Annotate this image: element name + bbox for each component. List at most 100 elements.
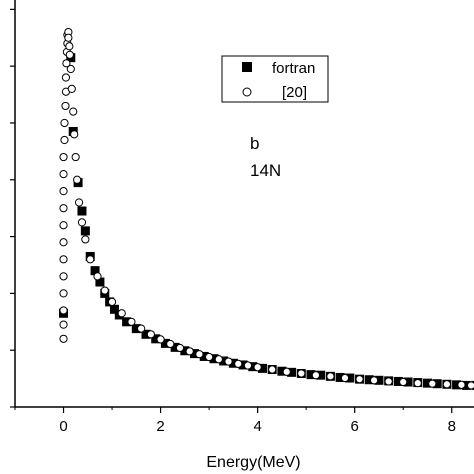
point-fortran bbox=[90, 266, 100, 276]
point-ref20 bbox=[59, 169, 68, 179]
point-ref20 bbox=[369, 376, 379, 385]
point-ref20 bbox=[326, 372, 335, 381]
point-ref20 bbox=[355, 375, 364, 384]
point-ref20 bbox=[59, 221, 68, 230]
point-ref20 bbox=[86, 255, 95, 264]
point-ref20 bbox=[384, 377, 393, 386]
point-ref20 bbox=[64, 33, 73, 42]
legend: fortran [20] bbox=[221, 55, 329, 103]
point-fortran bbox=[393, 376, 403, 386]
point-ref20 bbox=[253, 363, 262, 372]
legend-label-fortran: fortran bbox=[272, 60, 315, 77]
point-fortran bbox=[199, 351, 209, 361]
point-ref20 bbox=[457, 380, 466, 389]
point-fortran bbox=[80, 226, 90, 236]
point-ref20 bbox=[166, 339, 175, 349]
point-ref20 bbox=[107, 297, 117, 307]
point-ref20 bbox=[59, 320, 68, 329]
legend-box bbox=[221, 55, 329, 103]
x-tick-label: 6 bbox=[351, 418, 359, 435]
point-fortran bbox=[461, 380, 471, 390]
point-ref20 bbox=[175, 343, 185, 353]
point-fortran bbox=[180, 346, 190, 356]
point-ref20 bbox=[100, 286, 109, 295]
point-fortran bbox=[170, 342, 180, 352]
point-ref20 bbox=[467, 381, 474, 390]
point-fortran bbox=[403, 377, 413, 387]
point-ref20 bbox=[59, 238, 68, 247]
plot-marks bbox=[59, 27, 474, 390]
point-fortran bbox=[77, 206, 87, 216]
point-ref20 bbox=[81, 235, 90, 244]
point-ref20 bbox=[185, 347, 194, 356]
point-ref20 bbox=[74, 198, 84, 207]
point-ref20 bbox=[59, 306, 68, 315]
point-ref20 bbox=[59, 255, 68, 264]
point-fortran bbox=[335, 372, 345, 382]
point-ref20 bbox=[243, 361, 253, 370]
point-fortran bbox=[228, 358, 238, 368]
point-fortran bbox=[151, 334, 161, 344]
x-axis-title: Energy(MeV) bbox=[206, 454, 300, 471]
point-fortran bbox=[190, 349, 200, 359]
point-ref20 bbox=[268, 365, 277, 374]
point-fortran bbox=[364, 375, 374, 385]
point-fortran bbox=[257, 363, 267, 373]
point-ref20 bbox=[205, 352, 214, 362]
point-ref20 bbox=[413, 379, 422, 388]
point-ref20 bbox=[71, 152, 80, 162]
point-ref20 bbox=[311, 371, 320, 380]
point-ref20 bbox=[73, 175, 82, 184]
annotation-isotope: 14N bbox=[250, 161, 281, 180]
point-ref20 bbox=[62, 59, 71, 68]
point-ref20 bbox=[60, 135, 69, 145]
point-ref20 bbox=[59, 204, 68, 213]
point-ref20 bbox=[67, 84, 76, 93]
point-ref20 bbox=[65, 42, 74, 51]
legend-marker-fortran bbox=[242, 62, 252, 72]
point-ref20 bbox=[214, 355, 223, 364]
point-fortran bbox=[141, 329, 151, 339]
x-tick-label: 2 bbox=[156, 418, 164, 435]
point-ref20 bbox=[297, 369, 306, 378]
point-fortran bbox=[452, 380, 462, 390]
point-ref20 bbox=[69, 107, 78, 116]
point-fortran bbox=[238, 360, 248, 370]
point-ref20 bbox=[66, 64, 75, 74]
point-ref20 bbox=[224, 357, 233, 366]
point-ref20 bbox=[442, 380, 451, 389]
point-ref20 bbox=[61, 101, 70, 111]
y-axis-ticks bbox=[10, 8, 15, 408]
point-ref20 bbox=[59, 152, 68, 162]
point-ref20 bbox=[93, 272, 102, 281]
point-fortran bbox=[109, 304, 119, 314]
x-axis-ticks: 0 2 4 6 8 bbox=[14, 407, 456, 435]
point-fortran bbox=[277, 366, 287, 376]
point-ref20 bbox=[428, 379, 437, 388]
point-ref20 bbox=[137, 324, 146, 333]
point-fortran bbox=[306, 370, 316, 380]
point-fortran bbox=[122, 317, 132, 327]
x-tick-label: 0 bbox=[59, 418, 67, 435]
point-fortran bbox=[287, 367, 297, 377]
point-ref20 bbox=[234, 359, 243, 368]
point-fortran bbox=[131, 324, 141, 334]
point-ref20 bbox=[59, 187, 68, 196]
point-ref20 bbox=[127, 317, 136, 326]
point-ref20 bbox=[60, 118, 69, 128]
point-ref20 bbox=[59, 289, 68, 298]
point-ref20 bbox=[117, 309, 126, 318]
point-ref20 bbox=[77, 218, 87, 227]
point-fortran bbox=[345, 373, 355, 383]
point-ref20 bbox=[61, 73, 71, 82]
point-ref20 bbox=[282, 367, 291, 376]
point-ref20 bbox=[70, 130, 79, 139]
point-fortran bbox=[432, 379, 442, 389]
x-tick-label: 8 bbox=[448, 418, 456, 435]
point-fortran bbox=[209, 354, 219, 364]
legend-marker-ref20 bbox=[242, 87, 252, 97]
point-ref20 bbox=[65, 50, 74, 59]
point-ref20 bbox=[156, 335, 165, 344]
point-fortran bbox=[160, 338, 170, 348]
